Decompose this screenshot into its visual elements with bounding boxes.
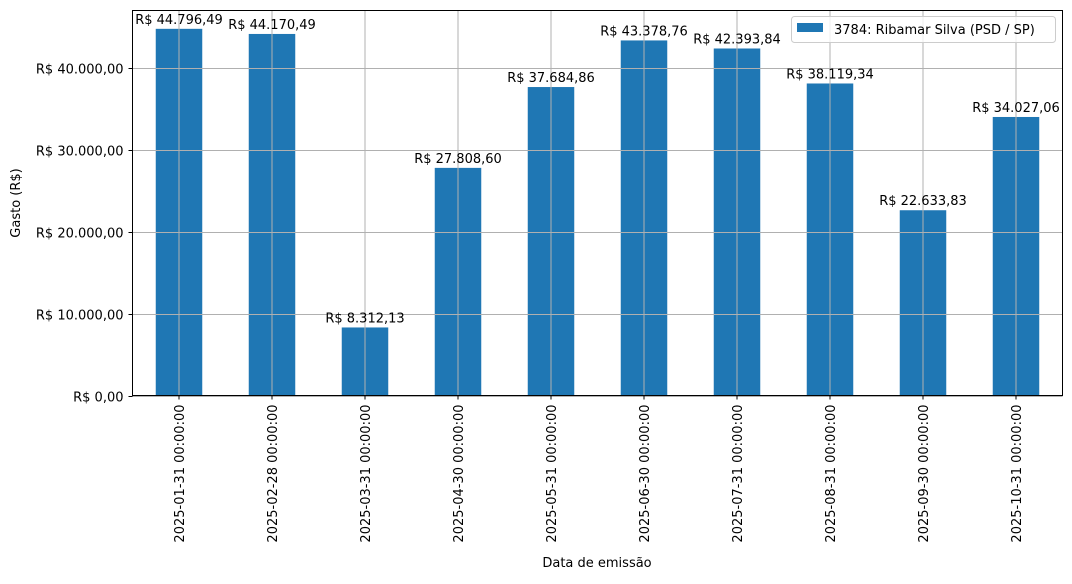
- y-tick-label: R$ 10.000,00: [36, 309, 124, 324]
- legend-swatch: [797, 23, 823, 32]
- data-label: R$ 37.684,86: [507, 71, 595, 86]
- x-tick-label: 2025-01-31 00:00:00: [173, 405, 188, 543]
- x-tick-label: 2025-03-31 00:00:00: [359, 405, 374, 543]
- data-label: R$ 38.119,34: [786, 67, 874, 82]
- legend-box: [791, 16, 1056, 43]
- y-axis-label: Gasto (R$): [9, 168, 24, 237]
- data-label: R$ 44.796,49: [135, 13, 223, 28]
- data-label: R$ 44.170,49: [228, 18, 316, 33]
- y-tick-label: R$ 30.000,00: [36, 145, 124, 160]
- x-tick-label: 2025-08-31 00:00:00: [824, 405, 839, 543]
- data-label: R$ 42.393,84: [693, 32, 781, 47]
- x-tick-label: 2025-06-30 00:00:00: [638, 405, 653, 543]
- data-label: R$ 22.633,83: [879, 194, 967, 209]
- x-tick-label: 2025-10-31 00:00:00: [1010, 405, 1025, 543]
- legend: 3784: Ribamar Silva (PSD / SP): [791, 16, 1056, 43]
- x-tick-label: 2025-04-30 00:00:00: [452, 405, 467, 543]
- legend-label: 3784: Ribamar Silva (PSD / SP): [834, 23, 1035, 38]
- data-label: R$ 27.808,60: [414, 152, 502, 167]
- x-tick-label: 2025-02-28 00:00:00: [266, 405, 281, 543]
- axes-frame: [132, 10, 1063, 396]
- data-label: R$ 34.027,06: [972, 101, 1060, 116]
- y-tick-label: R$ 20.000,00: [36, 227, 124, 242]
- y-tick-label: R$ 40.000,00: [36, 63, 124, 78]
- x-axis-label: Data de emissão: [542, 556, 651, 571]
- y-tick-label: R$ 0,00: [73, 391, 123, 406]
- x-tick-label: 2025-05-31 00:00:00: [545, 405, 560, 543]
- data-label: R$ 8.312,13: [325, 311, 404, 326]
- x-tick-label: 2025-07-31 00:00:00: [731, 405, 746, 543]
- data-label: R$ 43.378,76: [600, 24, 688, 39]
- x-tick-label: 2025-09-30 00:00:00: [917, 405, 932, 543]
